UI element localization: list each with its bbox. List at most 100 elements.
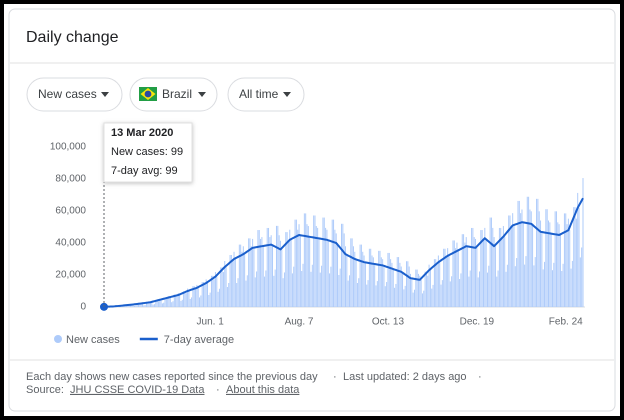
bar [573,207,575,307]
bar [529,209,531,307]
filter-chip[interactable]: New cases [26,77,123,112]
bar [159,298,161,307]
bar [330,266,332,307]
bar [551,270,553,307]
bar [380,257,382,307]
bar [248,238,250,307]
footer-source-label: Source: [26,384,64,396]
bar [386,282,388,307]
bar [193,286,195,307]
bar [528,196,530,307]
filter-chip[interactable]: Brazil [129,77,218,112]
source-link[interactable]: JHU CSSE COVID-19 Data [70,384,205,396]
bar [484,227,486,307]
bar [226,287,228,307]
bar [180,301,182,307]
tooltip-line: New cases: 99 [111,146,183,158]
bar [209,292,211,307]
bar [242,246,244,307]
bar [173,294,175,307]
bar [494,246,496,307]
bar [140,302,142,307]
bar [309,236,311,307]
bar [555,211,557,307]
bar [157,301,159,307]
bar [520,213,522,307]
legend-label: New cases [66,334,120,346]
footer-updated: Last updated: 2 days ago [343,371,467,383]
bar [136,303,138,307]
bar [579,257,581,307]
bar [165,297,167,307]
bar [313,215,315,307]
bar [427,275,429,307]
bar [475,238,477,307]
bar [293,266,295,307]
bar [275,225,277,307]
bar [578,207,580,307]
bar [545,209,547,307]
bar [514,266,516,307]
bar [508,215,510,307]
bar [299,235,301,307]
bar [282,278,284,307]
bar [480,230,482,307]
bar [326,229,328,307]
bar [395,283,397,307]
plot: 0 20,000 40,000 60,000 80,000 100,000 Jun. 1 Au… [50,142,585,346]
bar [558,224,560,307]
bar [581,247,583,307]
bar [574,207,576,307]
filter-chip[interactable]: All time [227,77,305,112]
bar [250,246,252,307]
chip-label: Brazil [162,87,192,101]
bar [344,246,346,307]
bar [362,251,364,307]
legend-marker [54,335,62,343]
bar [467,246,469,307]
bar [396,257,398,307]
bar [436,264,438,307]
y-tick-label: 40,000 [55,238,86,249]
bar [488,265,490,307]
bar [334,229,336,307]
bar [258,230,260,307]
bar [222,272,224,307]
bar [448,255,450,307]
bar [376,281,378,307]
bar [510,226,512,307]
bar [302,263,304,307]
bar [505,271,507,307]
bar [132,304,134,307]
bar [382,259,384,307]
bar [406,261,408,307]
tooltip: 13 Mar 2020 New cases: 99 7-day avg: 99 [103,122,193,183]
bar [220,267,222,307]
bar [343,233,345,307]
bar [266,227,268,307]
bar [530,211,532,307]
bar [557,222,559,307]
bar [379,250,381,307]
bar [169,297,171,307]
bar [315,226,317,307]
bar [497,270,499,307]
chip-label: All time [239,87,279,101]
bar [225,267,227,307]
bar [548,220,550,307]
bar [577,192,579,307]
bar [563,213,565,307]
bar [459,279,461,307]
bar [464,242,466,307]
bar [372,257,374,307]
bar [544,261,546,307]
separator: · [216,384,220,396]
about-link[interactable]: About this data [226,384,300,396]
bar [318,238,320,307]
bar [153,304,155,307]
tooltip-line: 7-day avg: 99 [111,165,178,177]
bar [295,219,297,307]
bar [425,271,427,307]
bar [437,255,439,307]
bar [195,288,197,307]
